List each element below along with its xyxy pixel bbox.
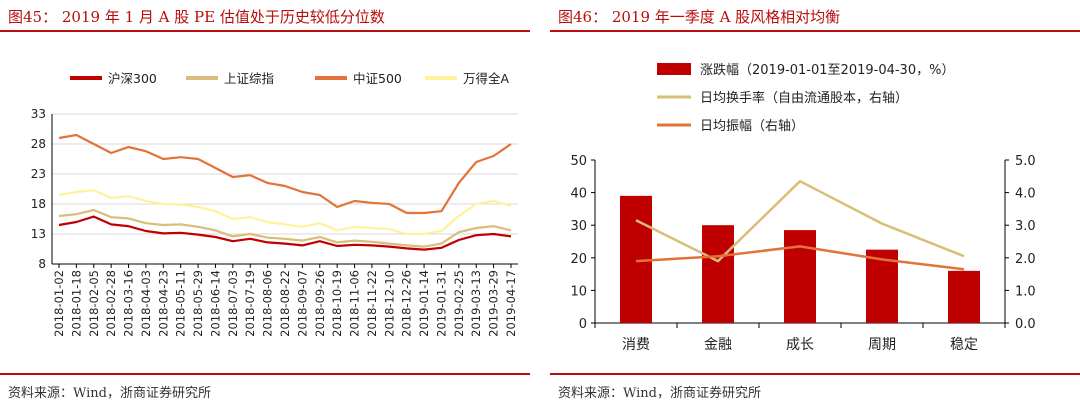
style-performance-combo-chart: 涨跌幅（2019-01-01至2019-04-30，%） 日均换手率（自由流通股本…	[570, 62, 1036, 353]
legend-label-1: 日均换手率（自由流通股本，右轴）	[700, 90, 908, 106]
right-tick-label-5: 5.0	[1015, 154, 1036, 169]
category-label-0: 消费	[622, 337, 650, 353]
category-label-4: 稳定	[950, 337, 978, 353]
x-tick-label-24: 2019-03-13	[469, 270, 483, 337]
bar-1	[702, 225, 734, 323]
left-tick-label-3: 30	[570, 219, 587, 234]
right-tick-label-1: 1.0	[1015, 284, 1036, 299]
legend-label-3: 万得全A	[463, 71, 510, 86]
figure-45-bottom-rule	[0, 373, 530, 375]
figure-46-bottom-rule	[550, 373, 1080, 375]
right-tick-label-0: 0.0	[1015, 317, 1036, 332]
series-line-1	[58, 208, 512, 248]
legend-label-1: 上证综指	[224, 71, 274, 86]
x-tick-label-26: 2019-04-17	[504, 270, 518, 337]
right-tick-label-2: 2.0	[1015, 252, 1036, 267]
x-tick-label-12: 2018-08-06	[261, 270, 275, 337]
left-tick-label-2: 20	[570, 252, 587, 267]
y-tick-label-1: 13	[31, 227, 46, 241]
x-tick-label-9: 2018-06-14	[208, 270, 222, 337]
x-tick-label-14: 2018-09-07	[295, 270, 309, 337]
category-label-2: 成长	[786, 337, 814, 353]
x-tick-label-2: 2018-02-05	[87, 270, 101, 337]
x-tick-label-21: 2019-01-14	[417, 270, 431, 337]
x-tick-label-0: 2018-01-02	[52, 270, 66, 337]
category-label-1: 金融	[704, 337, 732, 353]
figure-45-panel: 图45： 2019 年 1 月 A 股 PE 估值处于历史较低分位数 沪深300…	[0, 0, 530, 419]
left-tick-label-1: 10	[570, 284, 587, 299]
x-tick-label-20: 2018-12-26	[400, 270, 414, 337]
x-tick-label-1: 2018-01-18	[69, 270, 83, 337]
category-label-3: 周期	[868, 337, 896, 353]
figure-46-caption: 图46： 2019 年一季度 A 股风格相对均衡	[558, 8, 841, 26]
x-tick-label-15: 2018-09-26	[313, 270, 327, 337]
y-tick-label-2: 18	[31, 197, 46, 211]
series-line-2	[635, 245, 965, 271]
x-tick-label-23: 2019-02-25	[452, 270, 466, 337]
bar-2	[784, 230, 816, 323]
x-tick-label-22: 2019-01-31	[434, 270, 448, 337]
figure-46-top-rule	[550, 30, 1080, 32]
series-line-0	[58, 215, 512, 251]
legend-label-0: 涨跌幅（2019-01-01至2019-04-30，%）	[700, 62, 954, 78]
figure-45-top-rule	[0, 30, 530, 32]
series-line-2	[58, 133, 512, 215]
x-tick-label-7: 2018-05-11	[174, 270, 188, 337]
left-tick-label-4: 40	[570, 187, 587, 202]
legend-label-2: 日均振幅（右轴）	[700, 119, 804, 134]
x-tick-label-18: 2018-11-22	[365, 270, 379, 337]
x-tick-label-10: 2018-07-03	[226, 270, 240, 337]
x-tick-label-3: 2018-02-28	[104, 270, 118, 337]
figure-46-panel: 图46： 2019 年一季度 A 股风格相对均衡 涨跌幅（2019-01-01至…	[550, 0, 1080, 419]
left-tick-label-0: 0	[579, 317, 587, 332]
x-tick-label-13: 2018-08-22	[278, 270, 292, 337]
x-tick-label-5: 2018-04-03	[139, 270, 153, 337]
x-tick-label-19: 2018-12-10	[382, 270, 396, 337]
right-tick-label-3: 3.0	[1015, 219, 1036, 234]
x-tick-label-11: 2018-07-19	[243, 270, 257, 337]
x-tick-label-25: 2019-03-29	[487, 270, 501, 337]
legend-label-0: 沪深300	[108, 71, 157, 86]
x-tick-label-16: 2018-10-19	[330, 270, 344, 337]
x-tick-label-6: 2018-04-23	[156, 270, 170, 337]
series-line-1	[635, 179, 965, 263]
right-tick-label-4: 4.0	[1015, 187, 1036, 202]
figure-45-source: 资料来源：Wind，浙商证券研究所	[8, 386, 211, 401]
x-tick-label-4: 2018-03-16	[122, 270, 136, 337]
y-tick-label-4: 28	[31, 137, 46, 151]
figure-45-caption: 图45： 2019 年 1 月 A 股 PE 估值处于历史较低分位数	[8, 8, 385, 26]
legend-label-2: 中证500	[353, 71, 402, 86]
figure-46-source: 资料来源：Wind，浙商证券研究所	[558, 386, 761, 401]
left-tick-label-5: 50	[570, 154, 587, 169]
series-line-3	[58, 189, 512, 236]
x-tick-label-8: 2018-05-29	[191, 270, 205, 337]
x-tick-label-17: 2018-11-06	[348, 270, 362, 337]
y-tick-label-3: 23	[31, 167, 46, 181]
bar-4	[948, 270, 980, 323]
legend-swatch-0	[657, 63, 691, 75]
y-tick-label-0: 8	[38, 257, 46, 271]
y-tick-label-5: 33	[31, 107, 46, 121]
